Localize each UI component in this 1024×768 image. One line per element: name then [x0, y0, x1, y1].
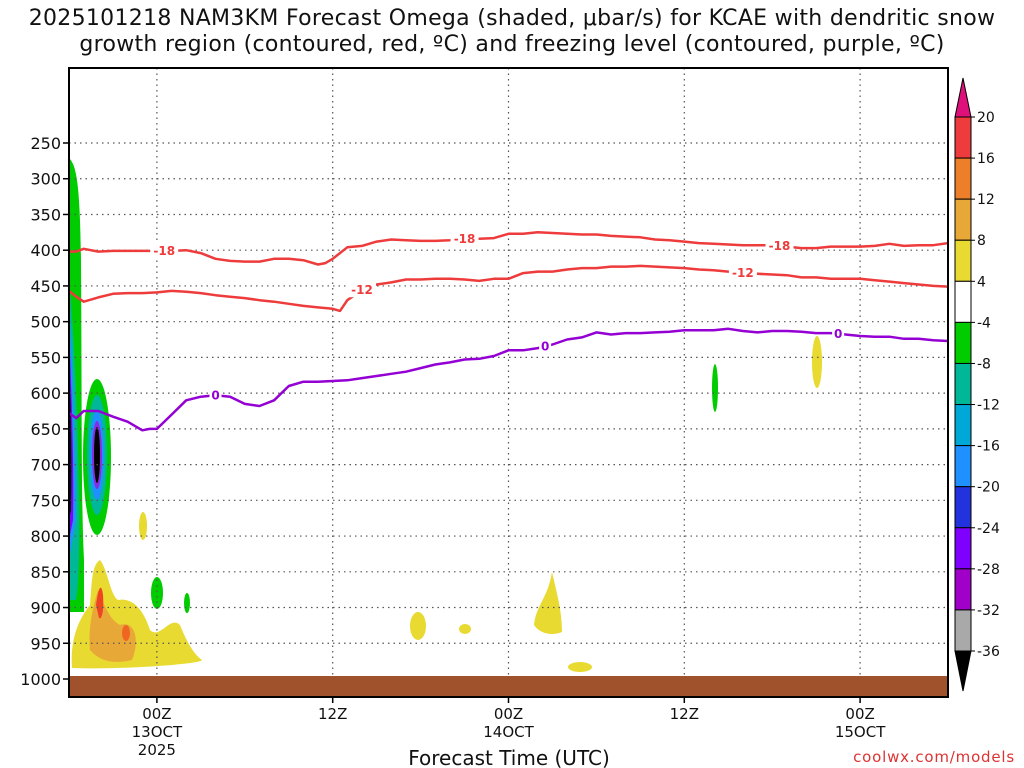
x-tick-date: 13OCT [132, 723, 183, 741]
colorbar-label: 4 [977, 274, 986, 290]
contour-label-bg [150, 242, 179, 258]
contour-label-bg [765, 237, 794, 253]
colorbar-label: -8 [977, 356, 991, 372]
y-tick-label: 950 [30, 634, 61, 653]
colorbar-label: -24 [977, 521, 1000, 537]
yellow-cell-5 [568, 662, 592, 672]
colorbar-swatch [954, 568, 972, 611]
chart-title: 2025101218 NAM3KM Forecast Omega (shaded… [0, 6, 1024, 58]
omega-shading [69, 158, 822, 672]
colorbar: 20 16 12 8 4 -4 -8 -12 -16 -20 -24 -28 -32 -36 [954, 77, 1000, 692]
colorbar-label: -28 [977, 562, 1000, 578]
x-tick-date: 15OCT [835, 723, 886, 741]
contour-label: 0 [834, 327, 842, 341]
contour-label: -18 [454, 232, 476, 246]
contour-label-bg [348, 282, 376, 298]
downward-omega-red-low-2 [122, 625, 130, 641]
colorbar-swatch [954, 239, 972, 282]
y-tick-label: 500 [30, 313, 61, 332]
y-tick-label: 400 [30, 241, 61, 260]
colorbar-label: -32 [977, 603, 1000, 619]
colorbar-label: -20 [977, 480, 1000, 496]
y-tick-label: 850 [30, 563, 61, 582]
y-tick-label: 750 [30, 491, 61, 510]
colorbar-swatch [954, 116, 972, 159]
yellow-cell-6 [812, 336, 822, 388]
contour-label-bg [539, 338, 552, 354]
yellow-cell-3 [459, 624, 471, 634]
yellow-cell-1 [139, 512, 147, 540]
contour-label: 0 [211, 388, 219, 402]
x-tick-label: 12Z [670, 705, 699, 723]
colorbar-swatch [954, 280, 972, 323]
title-line-1: 2025101218 NAM3KM Forecast Omega (shaded… [28, 6, 996, 31]
colorbar-label: 8 [977, 233, 986, 249]
yellow-cell-4 [534, 572, 562, 634]
colorbar-swatch [954, 609, 972, 652]
colorbar-top-arrow [954, 77, 972, 118]
gridlines [69, 68, 948, 697]
y-tick-label: 300 [30, 170, 61, 189]
y-axis: 250 300 350 400 450 500 550 600 650 700 750 800 850 9… [20, 134, 69, 689]
contour-label-bg [450, 230, 479, 246]
y-tick-label: 1000 [20, 670, 61, 689]
colorbar-swatch [954, 198, 972, 241]
y-tick-label: 900 [30, 599, 61, 618]
colorbar-label: 12 [977, 192, 995, 208]
y-tick-label: 450 [30, 277, 61, 296]
colorbar-label: 20 [977, 110, 995, 126]
colorbar-swatch [954, 445, 972, 488]
colorbar-label: 16 [977, 151, 995, 167]
green-cell-2 [184, 593, 190, 613]
contour-label: -18 [153, 244, 175, 258]
downward-omega-red-low [96, 587, 104, 619]
colorbar-label: -4 [977, 315, 991, 331]
yellow-cell-2 [410, 612, 426, 640]
title-line-2: growth region (contoured, red, ºC) and f… [79, 32, 945, 57]
colorbar-swatch [954, 527, 972, 570]
contour-label: -18 [769, 239, 791, 253]
colorbar-swatch [954, 321, 972, 364]
colorbar-label: -16 [977, 439, 1000, 455]
colorbar-swatch [954, 404, 972, 447]
y-tick-label: 550 [30, 348, 61, 367]
x-axis-label: Forecast Time (UTC) [408, 746, 610, 768]
green-cell-3 [712, 364, 718, 412]
contours: -18 -18 -18 -12 -12 0 0 0 [69, 230, 948, 432]
contour-minus12 [69, 264, 948, 313]
colorbar-swatch [954, 157, 972, 200]
y-tick-label: 650 [30, 420, 61, 439]
colorbar-label: -36 [977, 644, 1000, 660]
x-tick-label: 00Z [845, 705, 874, 723]
contour-label: -12 [351, 283, 373, 297]
contour-label-bg [209, 387, 222, 403]
x-tick-label: 00Z [142, 705, 171, 723]
contour-0 [69, 327, 948, 432]
x-tick-label: 12Z [318, 705, 347, 723]
y-tick-label: 250 [30, 134, 61, 153]
y-tick-label: 600 [30, 384, 61, 403]
y-tick-label: 350 [30, 205, 61, 224]
contour-label: -12 [732, 266, 754, 280]
updraft2-black [94, 427, 100, 483]
ground-surface [69, 676, 948, 696]
y-tick-label: 800 [30, 527, 61, 546]
colorbar-bottom-arrow [954, 650, 972, 692]
green-cell-1 [151, 577, 163, 609]
x-tick-year: 2025 [138, 741, 176, 759]
colorbar-label: -12 [977, 398, 1000, 414]
x-tick-label: 00Z [494, 705, 523, 723]
watermark: coolwx.com/models [853, 748, 1015, 766]
y-tick-label: 700 [30, 456, 61, 475]
x-tick-date: 14OCT [483, 723, 534, 741]
contour-label: 0 [541, 339, 549, 353]
downward-omega-yellow-low [71, 560, 202, 669]
colorbar-swatch [954, 486, 972, 529]
contour-label-bg [832, 325, 845, 341]
contour-label-bg [728, 265, 757, 281]
contour-minus18 [69, 231, 948, 266]
colorbar-swatch [954, 362, 972, 406]
